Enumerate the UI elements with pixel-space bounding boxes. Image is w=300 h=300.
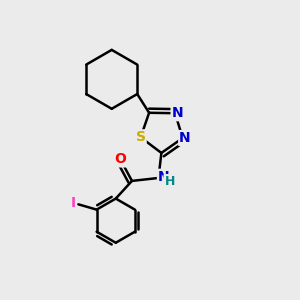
Text: H: H bbox=[164, 175, 175, 188]
Text: O: O bbox=[114, 152, 126, 167]
Text: S: S bbox=[136, 130, 146, 144]
Text: N: N bbox=[172, 106, 183, 120]
Text: N: N bbox=[179, 131, 191, 145]
Text: I: I bbox=[70, 196, 76, 210]
Text: N: N bbox=[158, 170, 170, 184]
